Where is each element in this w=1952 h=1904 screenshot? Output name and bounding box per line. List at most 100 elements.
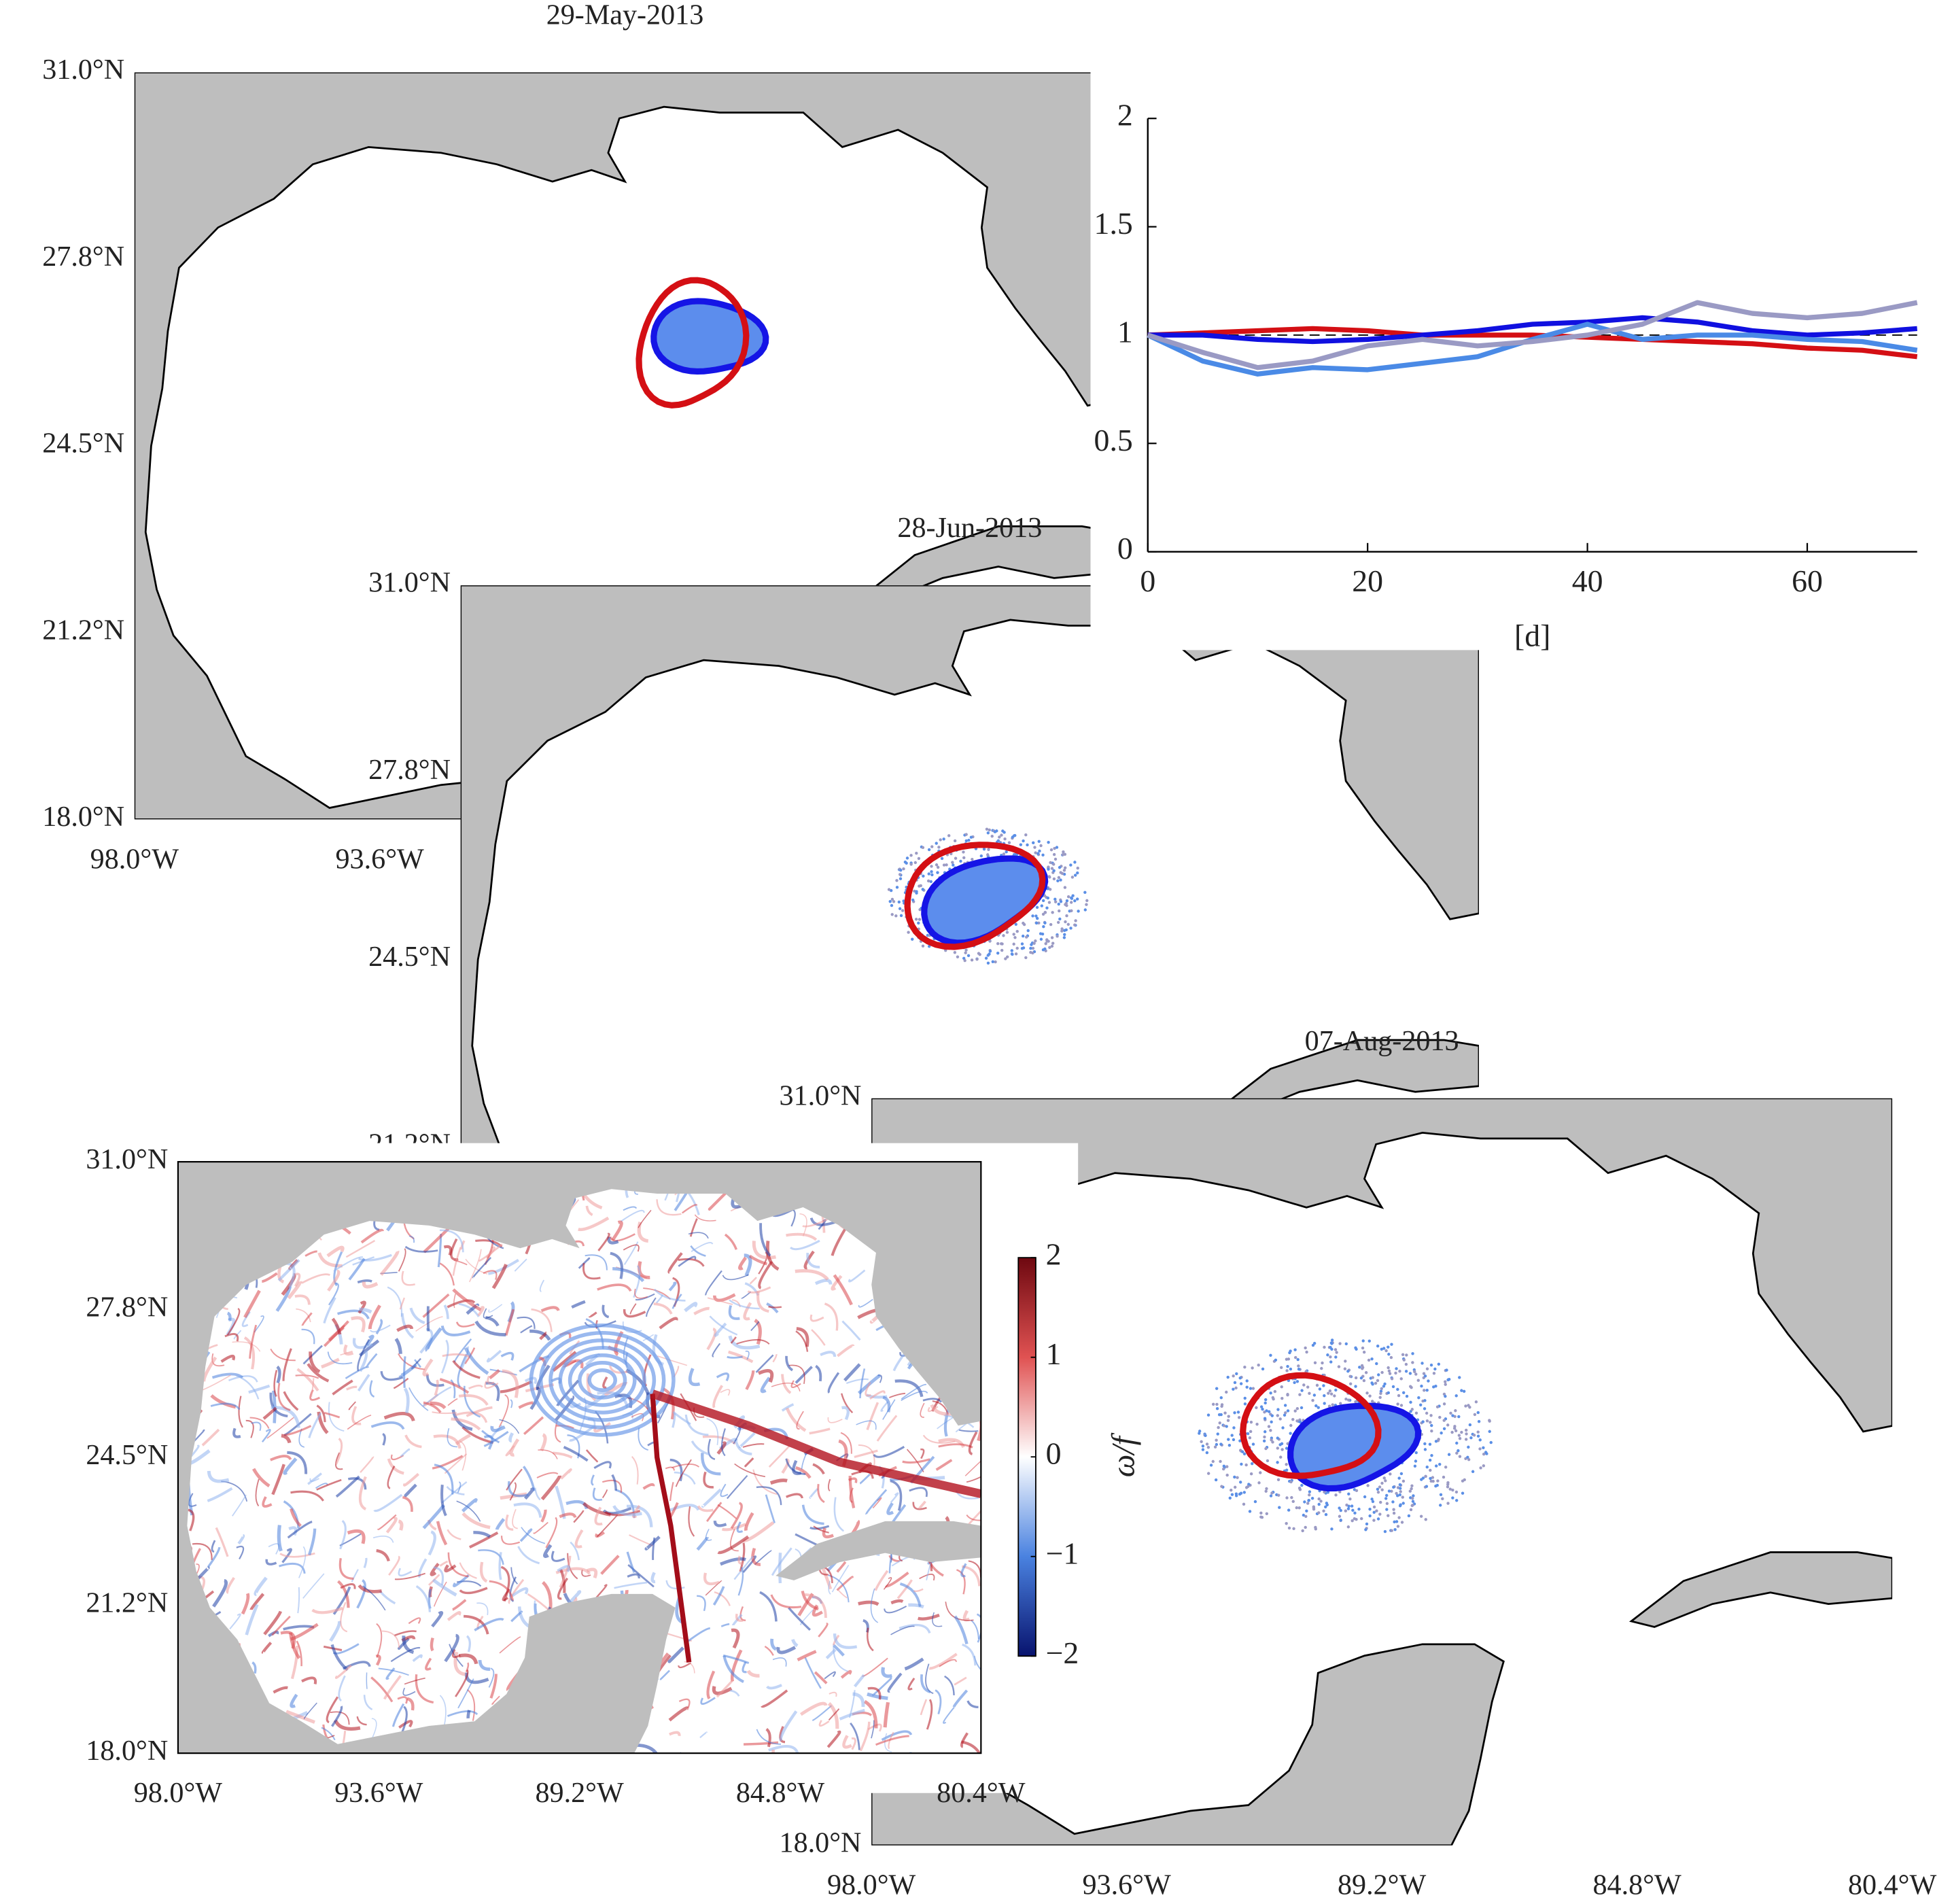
particle xyxy=(919,884,922,888)
particle xyxy=(1446,1502,1450,1505)
particle xyxy=(1022,839,1025,843)
particle xyxy=(1036,852,1040,855)
particle xyxy=(1049,848,1053,852)
particle xyxy=(1425,1411,1429,1415)
vorticity-filament xyxy=(827,1372,840,1394)
particle xyxy=(1057,876,1061,880)
vorticity-filament xyxy=(742,1555,757,1573)
vorticity-filament xyxy=(447,1552,469,1578)
particle xyxy=(1350,1519,1354,1523)
particle xyxy=(1388,1372,1392,1375)
particle xyxy=(1264,1489,1268,1493)
vorticity-filament xyxy=(716,1372,730,1382)
particle xyxy=(1226,1419,1230,1422)
vorticity-filament xyxy=(484,1381,499,1389)
vorticity-filament xyxy=(519,1528,533,1542)
particle xyxy=(1061,853,1065,856)
particle xyxy=(1285,1463,1288,1466)
vorticity-filament xyxy=(248,1384,271,1394)
vorticity-filament xyxy=(720,1623,730,1627)
vorticity-filament xyxy=(939,1659,957,1667)
particle xyxy=(1305,1350,1308,1354)
particle xyxy=(915,890,918,893)
vorticity-filament xyxy=(887,1672,903,1693)
vorticity-filament xyxy=(369,1380,375,1398)
y-tick-label: 2 xyxy=(1117,98,1133,133)
particle xyxy=(1444,1380,1447,1383)
vorticity-filament xyxy=(224,1333,239,1342)
vorticity-filament xyxy=(210,1394,237,1409)
particle xyxy=(887,888,891,891)
particle xyxy=(1312,1505,1316,1508)
vorticity-filament xyxy=(665,1580,685,1590)
vorticity-filament xyxy=(730,1502,743,1529)
lat-label: 24.5°N xyxy=(42,428,124,460)
particle xyxy=(979,854,983,858)
lat-label: 31.0°N xyxy=(42,54,124,86)
vorticity-filament xyxy=(602,1376,608,1389)
vorticity-filament xyxy=(226,1577,235,1594)
particle xyxy=(1261,1367,1265,1371)
particle xyxy=(1200,1440,1203,1444)
eddy-ring xyxy=(529,1323,676,1437)
vorticity-filament xyxy=(764,1645,774,1656)
particle xyxy=(1263,1430,1267,1434)
particle xyxy=(996,942,1000,946)
vorticity-filament xyxy=(912,1502,927,1510)
particle xyxy=(1285,1496,1289,1500)
vorticity-filament xyxy=(276,1365,281,1384)
lat-label: 18.0°N xyxy=(42,801,124,833)
vorticity-filament xyxy=(277,1258,300,1282)
particle xyxy=(1482,1453,1486,1456)
vorticity-filament xyxy=(510,1610,523,1623)
lon-label: 93.6°W xyxy=(1082,1869,1171,1901)
vorticity-filament xyxy=(594,1506,603,1526)
particle xyxy=(1295,1407,1300,1410)
particle xyxy=(1047,901,1051,904)
vorticity-filament xyxy=(716,1441,727,1455)
particle xyxy=(1423,1374,1427,1378)
vorticity-filament xyxy=(201,1428,220,1447)
particle xyxy=(1436,1479,1440,1483)
vorticity-filament xyxy=(901,1390,928,1402)
particle xyxy=(1259,1511,1263,1515)
particle xyxy=(1013,833,1017,837)
vorticity-filament xyxy=(779,1710,798,1742)
particle xyxy=(1249,1420,1253,1424)
particle xyxy=(1050,936,1054,939)
particle xyxy=(1429,1421,1432,1424)
vorticity-filament xyxy=(301,1312,313,1326)
lat-label: 31.0°N xyxy=(780,1079,862,1111)
particle xyxy=(1327,1391,1330,1395)
particle xyxy=(1059,900,1063,903)
particle xyxy=(1020,942,1024,946)
particle xyxy=(936,871,939,874)
particle xyxy=(1251,1442,1255,1446)
vorticity-filament xyxy=(889,1392,906,1398)
particle xyxy=(1469,1436,1473,1440)
lon-label: 80.4°W xyxy=(1848,1869,1937,1901)
vorticity-filament xyxy=(207,1546,221,1568)
vorticity-filament xyxy=(452,1360,481,1379)
vorticity-filament xyxy=(721,1428,726,1457)
vorticity-filament xyxy=(459,1587,488,1595)
vorticity-filament xyxy=(408,1387,429,1411)
particle xyxy=(1411,1361,1414,1364)
vorticity-filament xyxy=(888,1731,894,1750)
vorticity-filament xyxy=(612,1266,645,1283)
particle xyxy=(967,838,971,842)
particle xyxy=(1346,1370,1350,1373)
particle xyxy=(1223,1411,1227,1415)
vorticity-filament xyxy=(551,1551,565,1562)
particle xyxy=(1454,1429,1458,1433)
particle xyxy=(964,833,968,836)
particle xyxy=(1270,1491,1274,1495)
particle xyxy=(1232,1387,1235,1391)
particle xyxy=(1334,1493,1338,1497)
land xyxy=(177,1162,981,1754)
vorticity-filament xyxy=(770,1638,778,1651)
vorticity-filament xyxy=(884,1733,892,1752)
vorticity-filament xyxy=(457,1481,461,1493)
vorticity-filament xyxy=(759,1223,771,1257)
particle xyxy=(1300,1389,1304,1392)
